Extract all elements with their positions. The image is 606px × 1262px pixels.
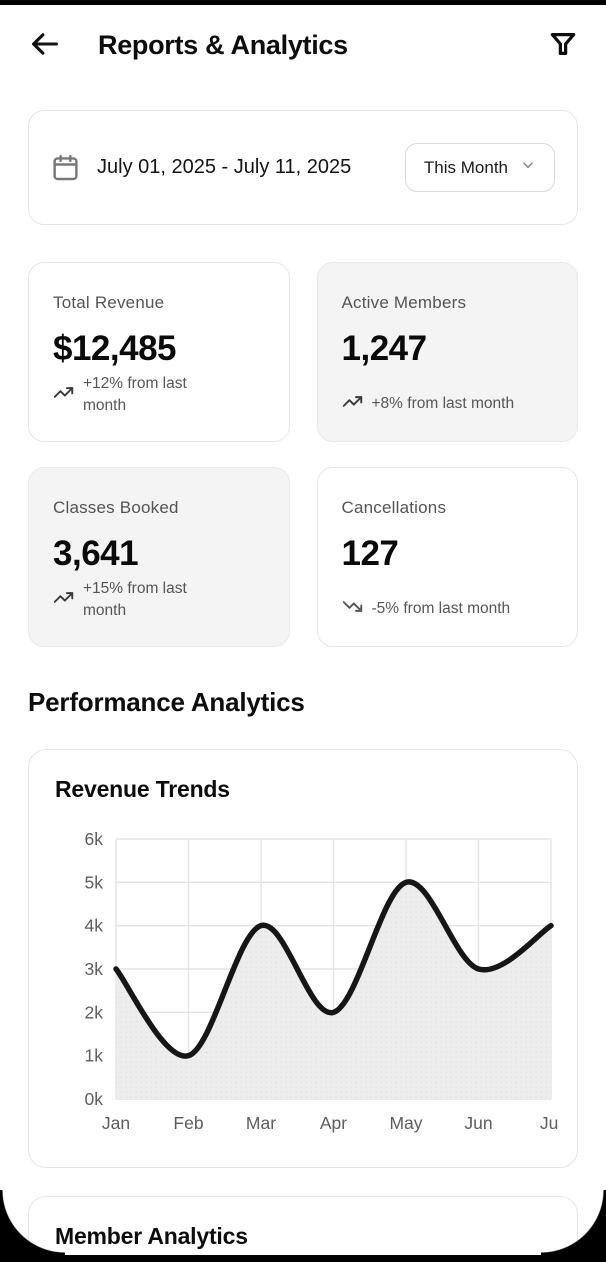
svg-text:May: May: [389, 1113, 422, 1133]
date-range-card: July 01, 2025 - July 11, 2025 This Month: [28, 110, 578, 225]
member-analytics-title: Member Analytics: [55, 1223, 248, 1249]
stat-change-text: +12% from last month: [83, 375, 187, 414]
section-title-performance: Performance Analytics: [28, 687, 305, 717]
trending-up-icon: [53, 382, 74, 408]
stat-change-text: +15% from last month: [83, 580, 187, 619]
revenue-trends-title: Revenue Trends: [55, 776, 230, 802]
stat-card-total-revenue: Total Revenue $12,485 +12% from last mon…: [28, 262, 290, 442]
stat-label: Classes Booked: [53, 498, 179, 517]
period-dropdown-label: This Month: [423, 157, 508, 177]
period-dropdown[interactable]: This Month: [404, 143, 555, 192]
svg-text:4k: 4k: [85, 916, 104, 936]
svg-text:Jan: Jan: [102, 1113, 130, 1133]
stats-grid: Total Revenue $12,485 +12% from last mon…: [28, 262, 578, 647]
svg-text:Feb: Feb: [173, 1113, 203, 1133]
funnel-icon: [548, 29, 578, 62]
filter-button[interactable]: [548, 29, 578, 62]
stat-value: 1,247: [341, 329, 428, 368]
svg-text:1k: 1k: [85, 1046, 104, 1066]
revenue-trends-card: Revenue Trends 0k 1k 2k 3k 4k 5k 6k Jan Feb Mar Ap…: [28, 749, 578, 1168]
arrow-left-icon: [28, 27, 62, 64]
calendar-icon: [51, 153, 80, 182]
stat-value: 127: [341, 534, 399, 573]
stat-value: $12,485: [53, 329, 177, 368]
stat-change: +12% from last month: [53, 373, 265, 417]
trending-up-icon: [53, 587, 74, 613]
svg-text:Apr: Apr: [320, 1113, 347, 1133]
svg-text:2k: 2k: [85, 1002, 104, 1022]
stat-change-text: +8% from last month: [371, 395, 515, 412]
trending-up-icon: [342, 391, 363, 417]
svg-text:3k: 3k: [85, 959, 104, 979]
svg-text:5k: 5k: [85, 872, 104, 892]
stat-change-text: -5% from last month: [371, 600, 511, 617]
stat-card-active-members: Active Members 1,247 +8% from last month: [316, 262, 578, 442]
stat-card-cancellations: Cancellations 127 -5% from last month: [316, 467, 578, 647]
svg-text:Mar: Mar: [246, 1113, 276, 1133]
stat-value: 3,641: [53, 534, 139, 573]
stat-change: +15% from last month: [53, 578, 265, 622]
page-title: Reports & Analytics: [98, 30, 348, 60]
stat-label: Cancellations: [341, 498, 447, 517]
stat-change: +8% from last month: [342, 391, 554, 417]
svg-text:0k: 0k: [85, 1089, 104, 1109]
chevron-down-icon: [520, 157, 536, 178]
svg-text:Jul: Jul: [540, 1113, 558, 1133]
svg-text:6k: 6k: [85, 829, 104, 849]
stat-card-classes-booked: Classes Booked 3,641 +15% from last mont…: [28, 467, 290, 647]
revenue-trends-chart: 0k 1k 2k 3k 4k 5k 6k Jan Feb Mar Apr May Jun Jul: [55, 811, 558, 1141]
device-top-edge: [0, 0, 606, 5]
member-analytics-card: Member Analytics: [28, 1196, 578, 1262]
stat-label: Total Revenue: [53, 293, 165, 312]
header: Reports & Analytics: [0, 0, 606, 64]
stat-change: -5% from last month: [342, 596, 554, 622]
svg-text:Jun: Jun: [464, 1113, 492, 1133]
date-range-text: July 01, 2025 - July 11, 2025: [97, 156, 352, 178]
trending-down-icon: [342, 596, 363, 622]
stat-label: Active Members: [341, 293, 467, 312]
back-button[interactable]: [28, 27, 62, 64]
